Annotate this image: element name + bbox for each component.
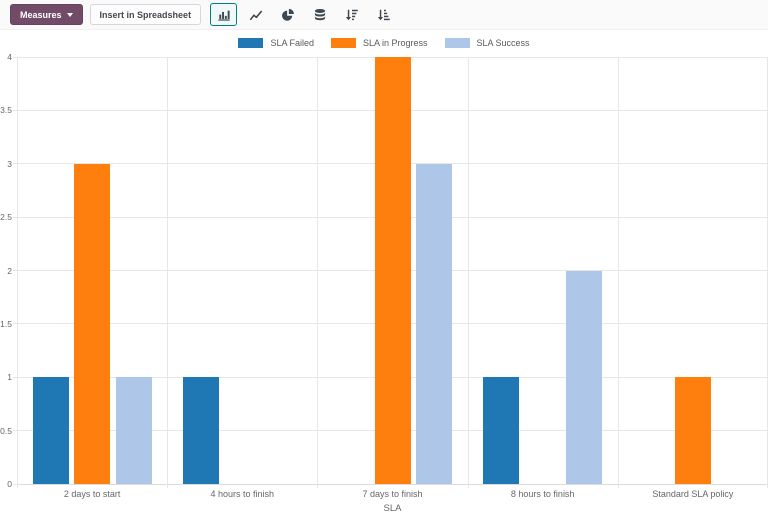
x-gridline — [17, 57, 18, 484]
x-category-label: 2 days to start — [63, 489, 121, 499]
y-tick-label: 3 — [7, 158, 12, 169]
y-tick-label: 2 — [7, 265, 12, 276]
control-panel: Measures Insert in Spreadsheet — [0, 0, 768, 30]
y-tick-label: 4 — [7, 52, 12, 62]
x-tick — [617, 484, 619, 488]
y-tick — [13, 430, 17, 432]
y-tick — [13, 270, 17, 271]
x-category-label: Standard SLA policy — [652, 489, 734, 499]
legend-item-sla-in-progress[interactable]: SLA in Progress — [330, 38, 428, 48]
bar-sla-in-progress-2-days-to-start[interactable] — [74, 163, 111, 484]
legend-label: SLA Success — [476, 38, 530, 48]
y-tick — [13, 323, 17, 325]
x-category-label: 8 hours to finish — [510, 489, 575, 499]
measures-label: Measures — [20, 9, 62, 20]
x-gridline — [617, 57, 619, 484]
graph-view: SLA Failed SLA in Progress SLA Success 0 0.… — [0, 30, 768, 516]
sort-ascending-icon — [377, 8, 391, 22]
bar-sla-success-2-days-to-start[interactable] — [115, 377, 152, 484]
x-tick — [17, 484, 18, 488]
y-tick — [13, 163, 17, 165]
view-switcher — [210, 3, 397, 26]
stacked-database-icon — [313, 8, 327, 22]
y-tick — [13, 56, 17, 58]
y-tick-label: 2.5 — [0, 212, 12, 223]
x-axis-title: SLA — [383, 503, 402, 514]
y-tick — [13, 216, 17, 218]
bar-sla-failed-8-hours-to-finish[interactable] — [483, 377, 520, 484]
line-chart-icon — [249, 8, 263, 22]
pie-chart-icon — [281, 8, 295, 22]
legend-swatch — [444, 38, 470, 48]
y-tick — [13, 376, 17, 378]
y-tick-label: 1 — [7, 372, 12, 383]
bar-sla-success-8-hours-to-finish[interactable] — [566, 270, 603, 484]
pie-chart-view-button[interactable] — [274, 3, 301, 26]
plot-area — [13, 56, 768, 488]
line-chart-view-button[interactable] — [242, 3, 269, 26]
bar-sla-failed-2-days-to-start[interactable] — [32, 377, 69, 484]
legend-item-sla-success[interactable]: SLA Success — [444, 38, 530, 48]
x-tick — [467, 484, 469, 488]
legend-label: SLA Failed — [270, 38, 314, 48]
legend-item-sla-failed[interactable]: SLA Failed — [238, 38, 314, 48]
y-gridline — [17, 483, 768, 485]
stacked-view-button[interactable] — [306, 3, 333, 26]
y-axis-labels: 0 0.5 1 1.5 2 2.5 3 3.5 4 — [0, 52, 13, 489]
y-tick-label: 0 — [7, 479, 12, 489]
bar-sla-failed-4-hours-to-finish[interactable] — [182, 377, 219, 484]
x-category-label: 4 hours to finish — [210, 489, 275, 499]
x-axis-labels: 2 days to start 4 hours to finish 7 days t… — [17, 489, 768, 501]
bar-sla-in-progress-standard-sla-policy[interactable] — [674, 377, 711, 484]
measures-button[interactable]: Measures — [10, 4, 83, 25]
sort-descending-icon — [345, 8, 359, 22]
y-tick — [13, 109, 17, 111]
x-gridline — [167, 57, 169, 484]
y-tick-label: 3.5 — [0, 105, 12, 116]
x-gridline — [467, 57, 469, 484]
bar-chart-icon — [217, 8, 231, 22]
y-tick-label: 1.5 — [0, 318, 12, 329]
chart-legend: SLA Failed SLA in Progress SLA Success — [0, 38, 768, 48]
x-tick — [317, 484, 319, 488]
sort-ascending-button[interactable] — [370, 3, 397, 26]
legend-swatch — [330, 38, 356, 48]
legend-label: SLA in Progress — [362, 38, 428, 48]
x-gridline — [317, 57, 319, 484]
bar-chart-view-button[interactable] — [210, 3, 238, 26]
y-tick-label: 0.5 — [0, 425, 12, 436]
legend-swatch — [238, 38, 264, 48]
caret-down-icon — [66, 12, 73, 17]
y-tick — [13, 483, 17, 485]
x-category-label: 7 days to finish — [362, 489, 423, 499]
sort-descending-button[interactable] — [338, 3, 365, 26]
insert-in-spreadsheet-button[interactable]: Insert in Spreadsheet — [89, 4, 202, 25]
bar-sla-in-progress-7-days-to-finish[interactable] — [374, 57, 411, 484]
bar-sla-success-7-days-to-finish[interactable] — [416, 163, 452, 484]
x-tick — [167, 484, 169, 488]
